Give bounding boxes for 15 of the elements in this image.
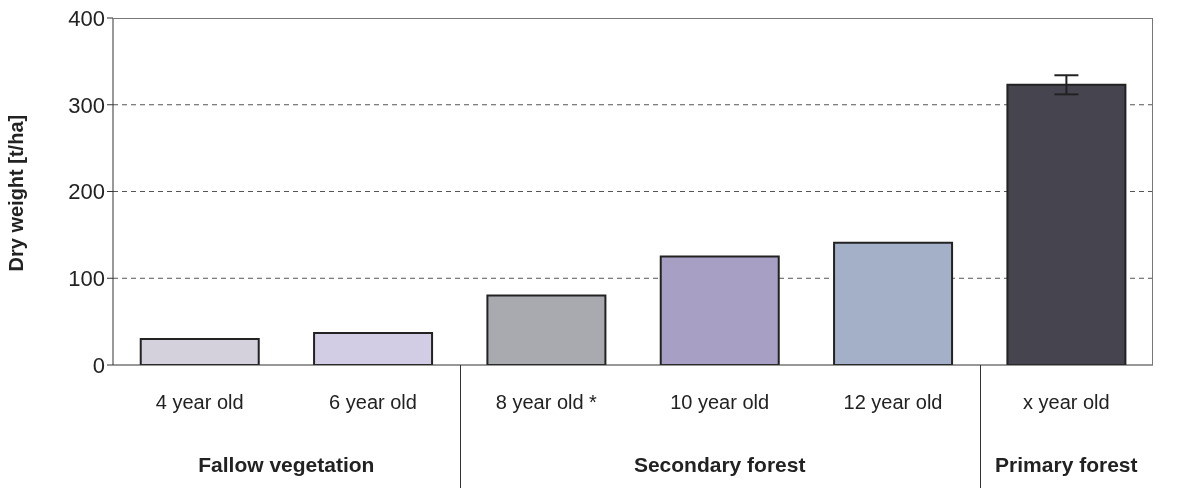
x-tick-label: 8 year old * [495, 391, 598, 414]
y-tick-label: 0 [92, 352, 105, 378]
x-tick-label: 4 year old [155, 391, 244, 414]
y-tick-label: 400 [68, 5, 105, 31]
y-tick-label: 100 [68, 266, 105, 292]
y-axis-title: Dry weight [t/ha] [5, 114, 28, 272]
x-tick-label: 6 year old [329, 391, 417, 414]
x-tick-label: x year old [1022, 391, 1110, 414]
y-tick-label: 300 [68, 92, 105, 118]
x-tick-label: 10 year old [670, 391, 770, 414]
x-tick-label: 12 year old [843, 391, 943, 414]
text: Secondary forest [632, 453, 807, 477]
text: Fallow vegetation [197, 453, 376, 477]
text: Primary forest [994, 453, 1139, 477]
y-tick-label: 200 [68, 179, 105, 205]
